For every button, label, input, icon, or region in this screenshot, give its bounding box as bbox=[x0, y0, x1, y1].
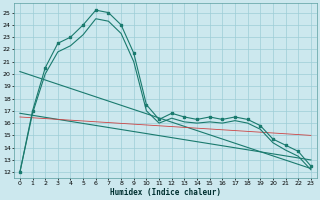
X-axis label: Humidex (Indice chaleur): Humidex (Indice chaleur) bbox=[110, 188, 221, 197]
